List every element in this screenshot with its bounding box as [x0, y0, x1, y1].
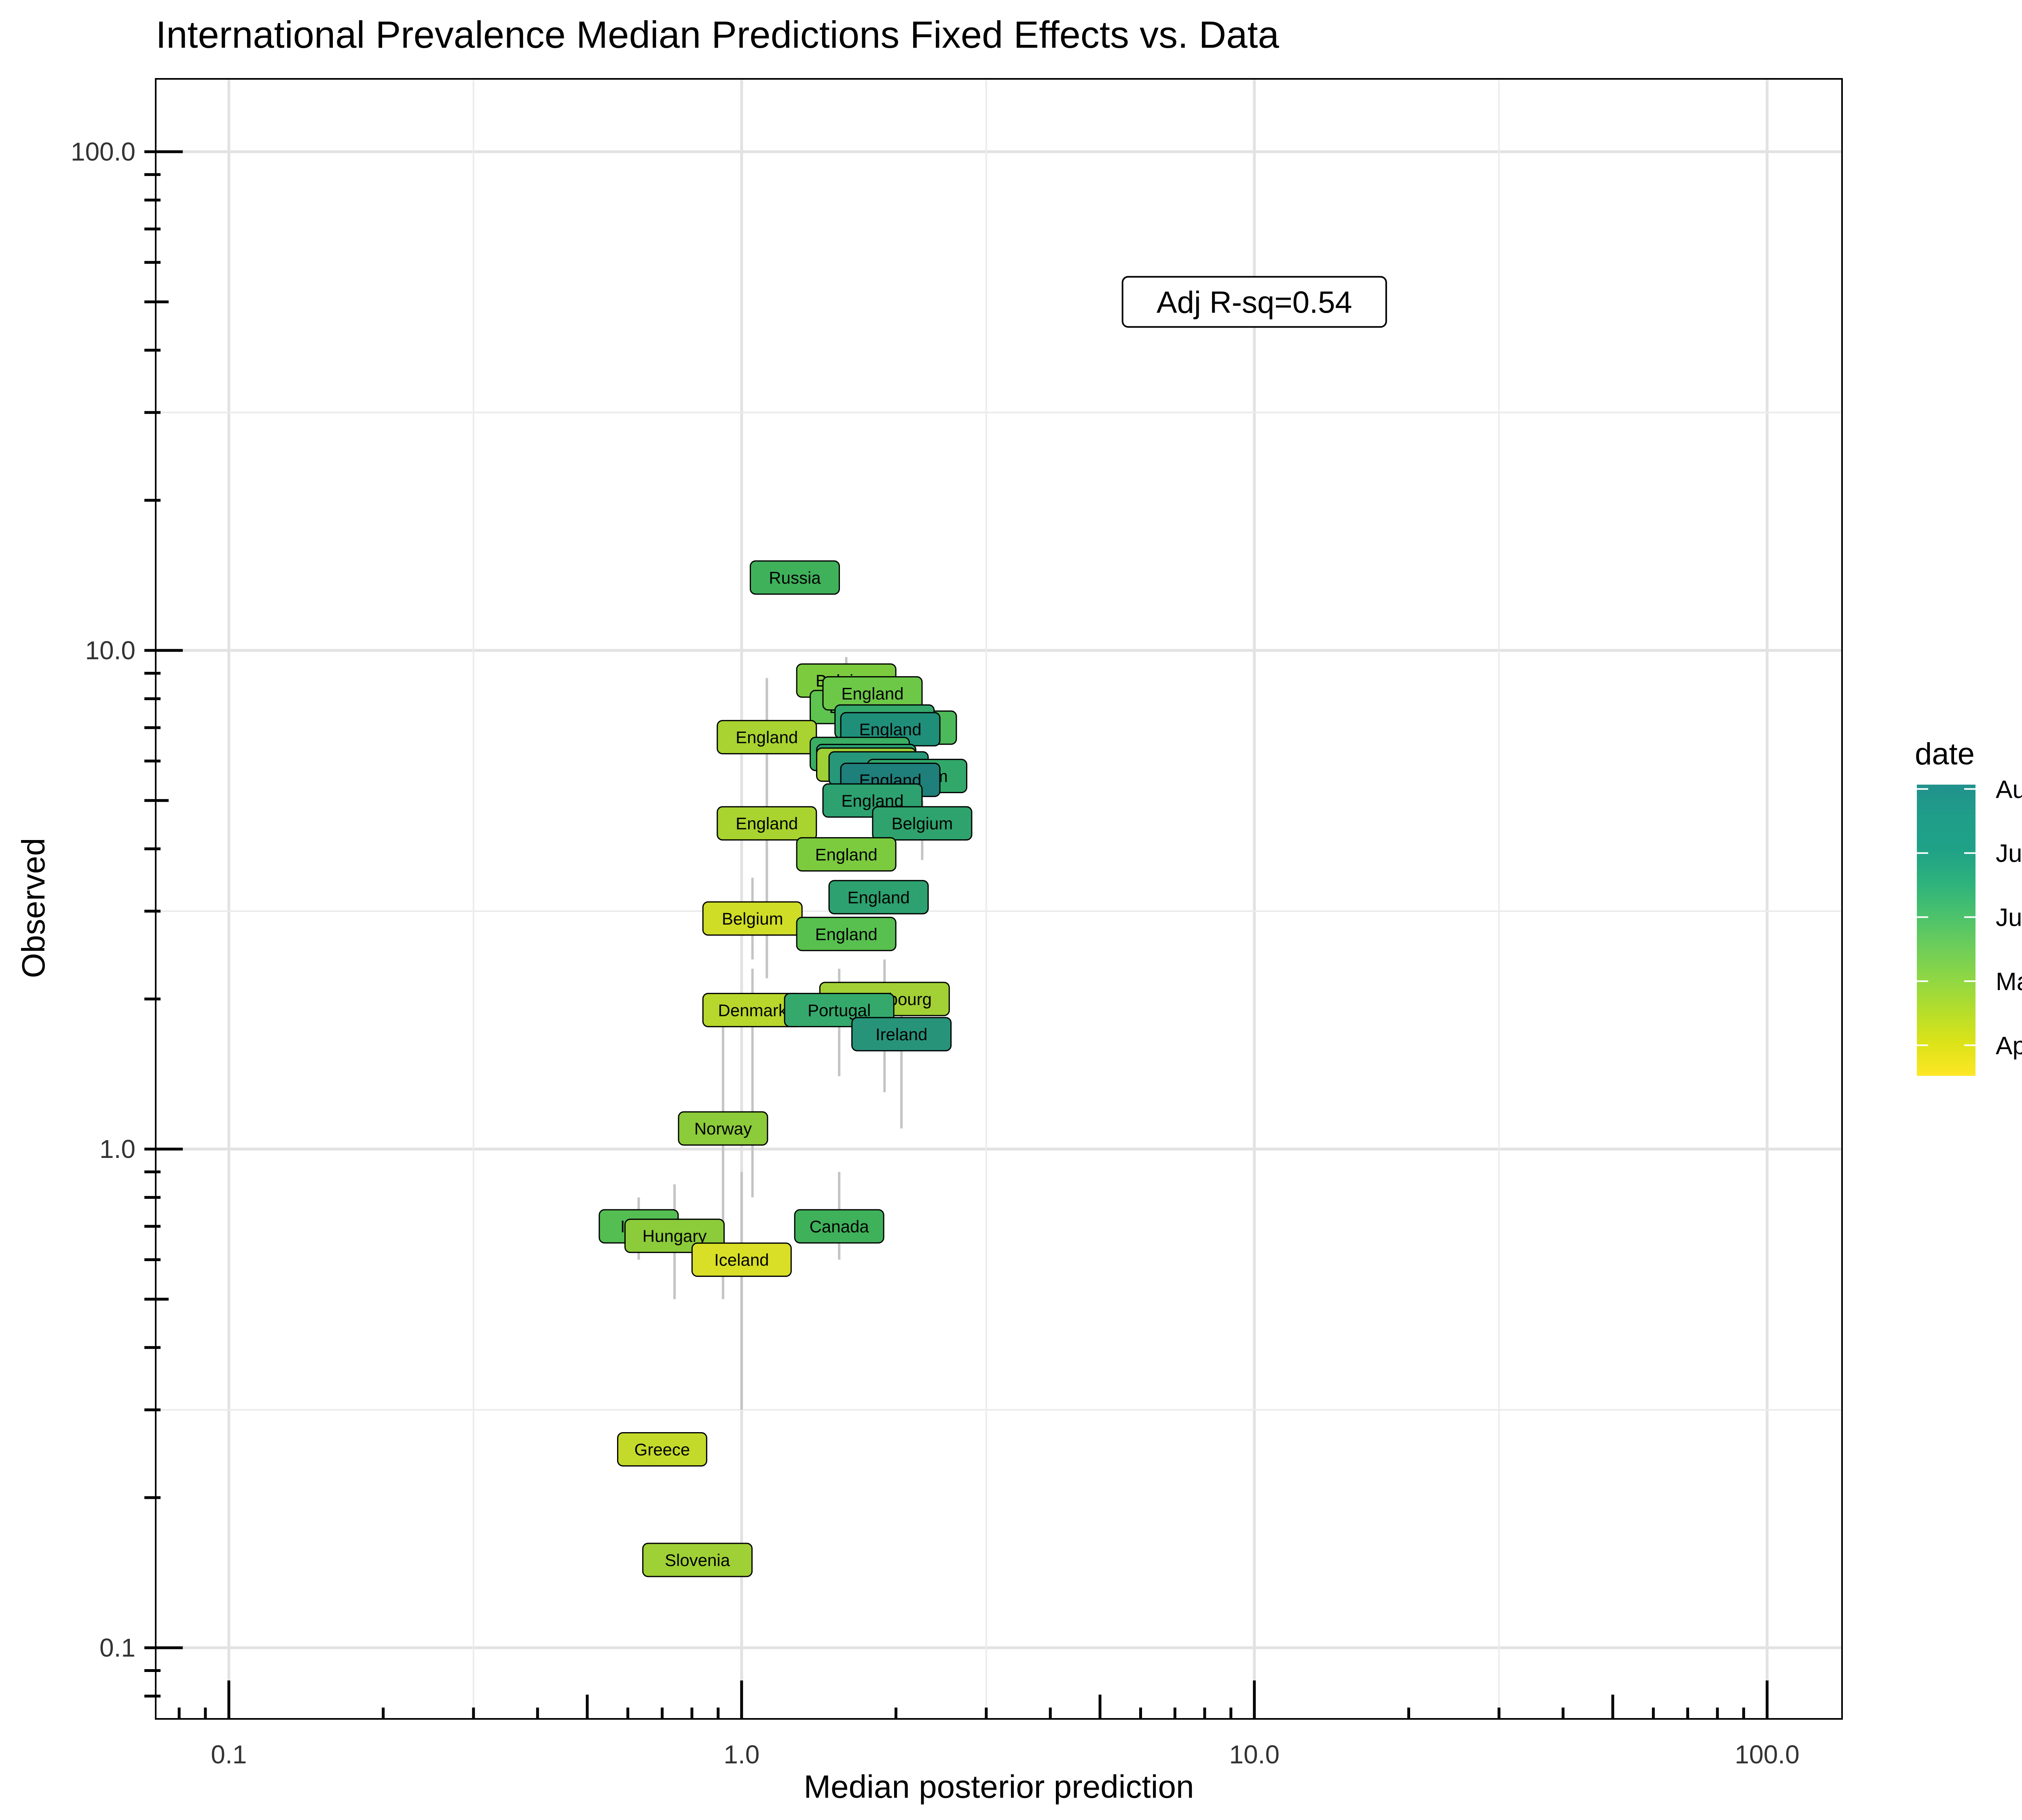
grid-lines: [156, 79, 1842, 1719]
axis-ticks: [144, 150, 1769, 1719]
legend-label: May: [1996, 968, 2022, 996]
y-tick-label: 1.0: [99, 1134, 135, 1164]
x-tick-label: 10.0: [1229, 1740, 1280, 1769]
data-point-box: [617, 1432, 707, 1467]
data-point-box: [678, 1111, 768, 1146]
data-point: Canada: [794, 1209, 884, 1244]
data-point-box: [851, 1017, 952, 1052]
x-axis-title: Median posterior prediction: [804, 1769, 1194, 1805]
plot-frame: [155, 78, 1843, 1720]
data-point: Greece: [617, 1432, 707, 1467]
data-point-box: [749, 560, 840, 595]
y-tick-label: 0.1: [99, 1633, 135, 1662]
legend-title: date: [1915, 737, 1975, 771]
data-point-box: [828, 880, 929, 914]
data-point-label: Norway: [694, 1119, 752, 1138]
data-point: England: [828, 880, 929, 914]
data-point-label: Belgium: [722, 909, 783, 928]
x-tick-label: 1.0: [723, 1740, 759, 1769]
legend: date Aug Jul Jun May Apr: [1915, 737, 2022, 1076]
legend-label: Aug: [1996, 776, 2022, 804]
data-point-box: [872, 806, 973, 841]
data-point-label: Iceland: [714, 1251, 769, 1270]
data-point-box: [796, 916, 897, 951]
data-point: Belgium: [872, 806, 973, 841]
chart-title: International Prevalence Median Predicti…: [156, 13, 1280, 56]
data-point-box: [796, 837, 897, 872]
data-point-label: England: [815, 845, 878, 864]
legend-label: Jul: [1996, 840, 2022, 868]
data-point: Slovenia: [642, 1543, 753, 1577]
data-point: England: [717, 806, 817, 841]
x-tick-label: 0.1: [211, 1740, 247, 1769]
legend-colorbar: [1917, 785, 1975, 1076]
data-point: England: [717, 720, 817, 755]
data-point: Iceland: [691, 1242, 792, 1277]
data-point: Russia: [749, 560, 840, 595]
data-point-label: Belgium: [892, 814, 953, 833]
data-point-box: [717, 806, 817, 841]
data-point-label: England: [859, 720, 922, 739]
y-axis-title: Observed: [15, 838, 51, 978]
data-point-label: England: [736, 728, 798, 747]
data-point: England: [796, 916, 897, 951]
data-point-label: Russia: [769, 568, 821, 587]
data-point: Norway: [678, 1111, 768, 1146]
data-point: England: [822, 676, 923, 711]
data-point-label: Denmark: [718, 1001, 787, 1020]
legend-label: Jun: [1996, 904, 2022, 932]
x-tick-label: 100.0: [1735, 1740, 1800, 1769]
data-point: Ireland: [851, 1017, 952, 1052]
tick-labels: 0.1 1.0 10.0 100.0 0.1 1.0 10.0 100.0: [71, 137, 1800, 1769]
plot-background: [156, 79, 1842, 1719]
data-point-label: Slovenia: [665, 1551, 730, 1570]
data-point: England: [796, 837, 897, 872]
data-point-box: [691, 1242, 792, 1277]
data-point: Denmark: [702, 993, 803, 1027]
data-points: RussiaBelgiumBelgiumEnglandBelgiumEnglan…: [599, 560, 973, 1577]
y-tick-label: 10.0: [85, 636, 135, 665]
y-tick-label: 100.0: [71, 137, 135, 166]
annotation-box: [1121, 276, 1387, 328]
data-point-label: Hungary: [643, 1227, 707, 1246]
legend-ticks: Aug Jul Jun May Apr: [1917, 776, 2022, 1060]
data-point-label: England: [848, 888, 910, 907]
data-point-box: [794, 1209, 884, 1244]
data-point-label: Ireland: [876, 1025, 927, 1044]
data-point-label: England: [841, 684, 903, 703]
data-point-label: Canada: [810, 1217, 869, 1236]
data-point-label: England: [815, 925, 878, 944]
data-point-box: [642, 1543, 753, 1577]
data-point-label: Greece: [635, 1440, 690, 1459]
legend-label: Apr: [1996, 1032, 2022, 1060]
data-point: Belgium: [702, 901, 803, 936]
data-point-label: England: [736, 814, 798, 833]
r-squared-annotation: Adj R-sq=0.54: [1121, 276, 1387, 328]
annotation-text: Adj R-sq=0.54: [1157, 285, 1352, 320]
data-point-label: Portugal: [808, 1001, 871, 1020]
